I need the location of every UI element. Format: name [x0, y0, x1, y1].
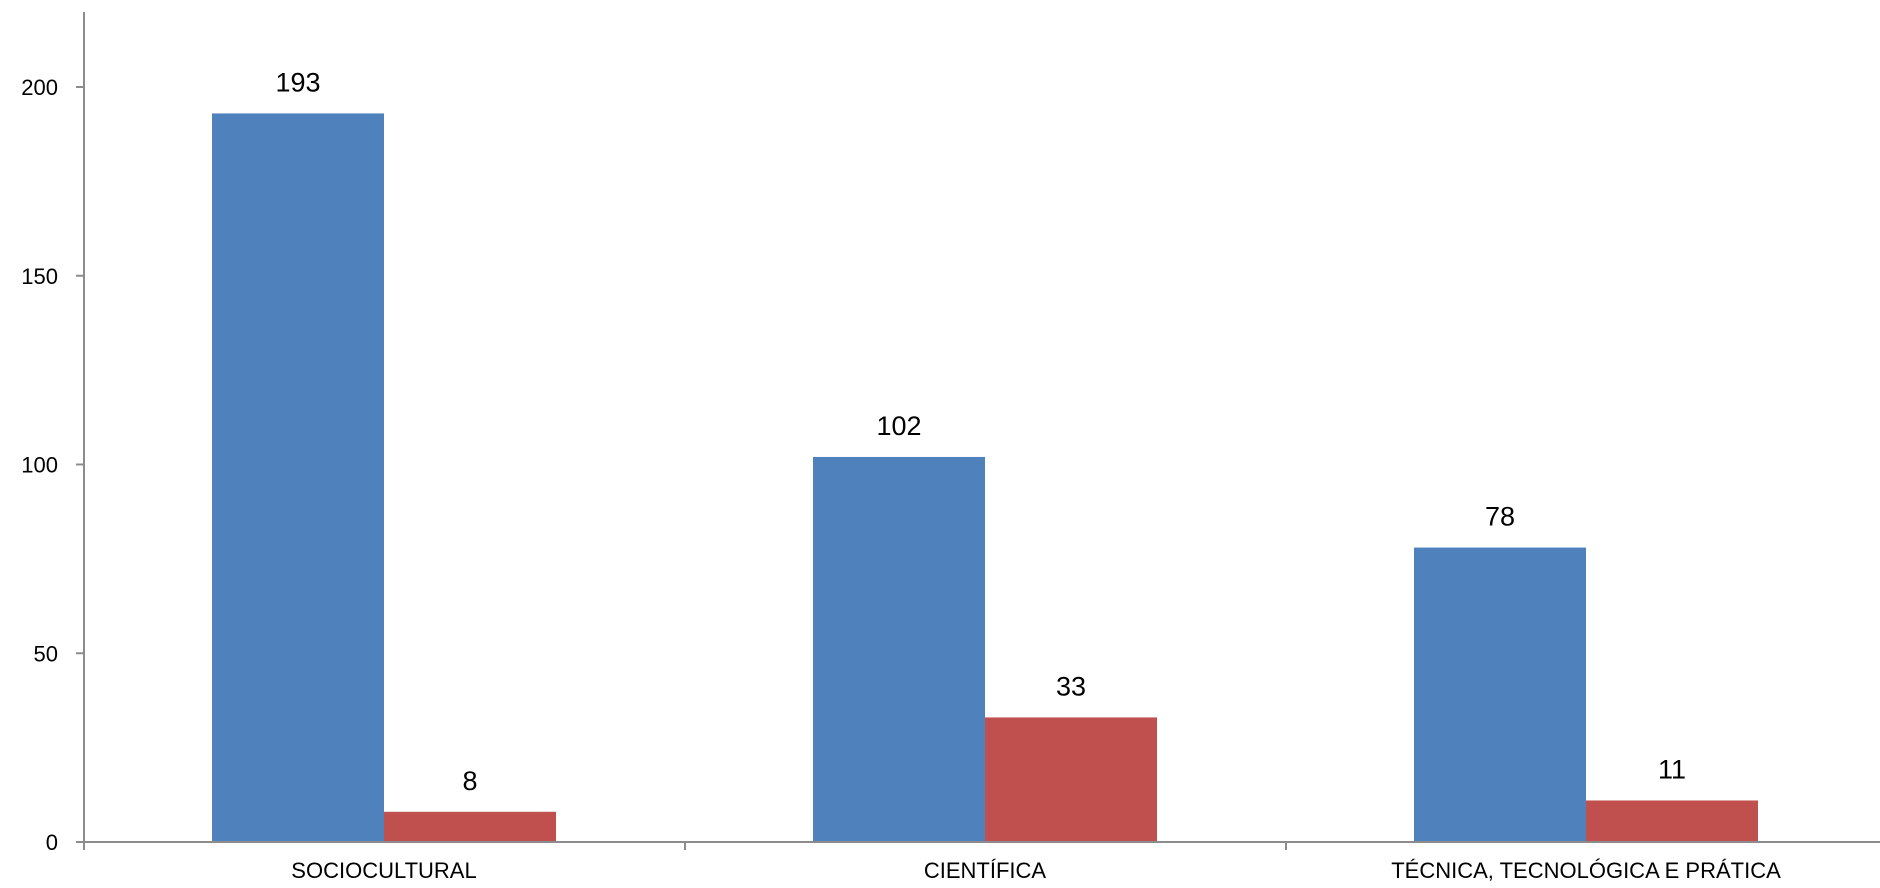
- data-labels-layer: 193 8 102 33 78 11: [275, 67, 1686, 795]
- bar: [1586, 800, 1758, 842]
- x-category-label: SOCIOCULTURAL: [291, 858, 476, 883]
- bar: [212, 113, 384, 843]
- data-label: 193: [275, 67, 320, 97]
- y-tick-label: 100: [21, 453, 58, 478]
- bars-layer: [212, 113, 1758, 843]
- axes-layer: 0 50 100 150 200 SOCIOCULTURAL CIENTÍFICA TÉCNI…: [21, 12, 1880, 883]
- y-tick-label: 50: [34, 641, 58, 666]
- y-tick-label: 150: [21, 264, 58, 289]
- bar: [813, 456, 985, 842]
- bar: [1414, 547, 1586, 842]
- bar: [985, 717, 1157, 842]
- x-category-label: TÉCNICA, TECNOLÓGICA E PRÁTICA: [1391, 858, 1781, 883]
- y-tick-label: 200: [21, 75, 58, 100]
- data-label: 33: [1056, 671, 1086, 701]
- data-label: 8: [462, 766, 477, 796]
- data-label: 102: [876, 411, 921, 441]
- y-tick-label: 0: [46, 830, 58, 855]
- x-category-label: CIENTÍFICA: [924, 858, 1047, 883]
- data-label: 11: [1658, 754, 1686, 784]
- bar: [384, 811, 556, 842]
- data-label: 78: [1485, 502, 1515, 532]
